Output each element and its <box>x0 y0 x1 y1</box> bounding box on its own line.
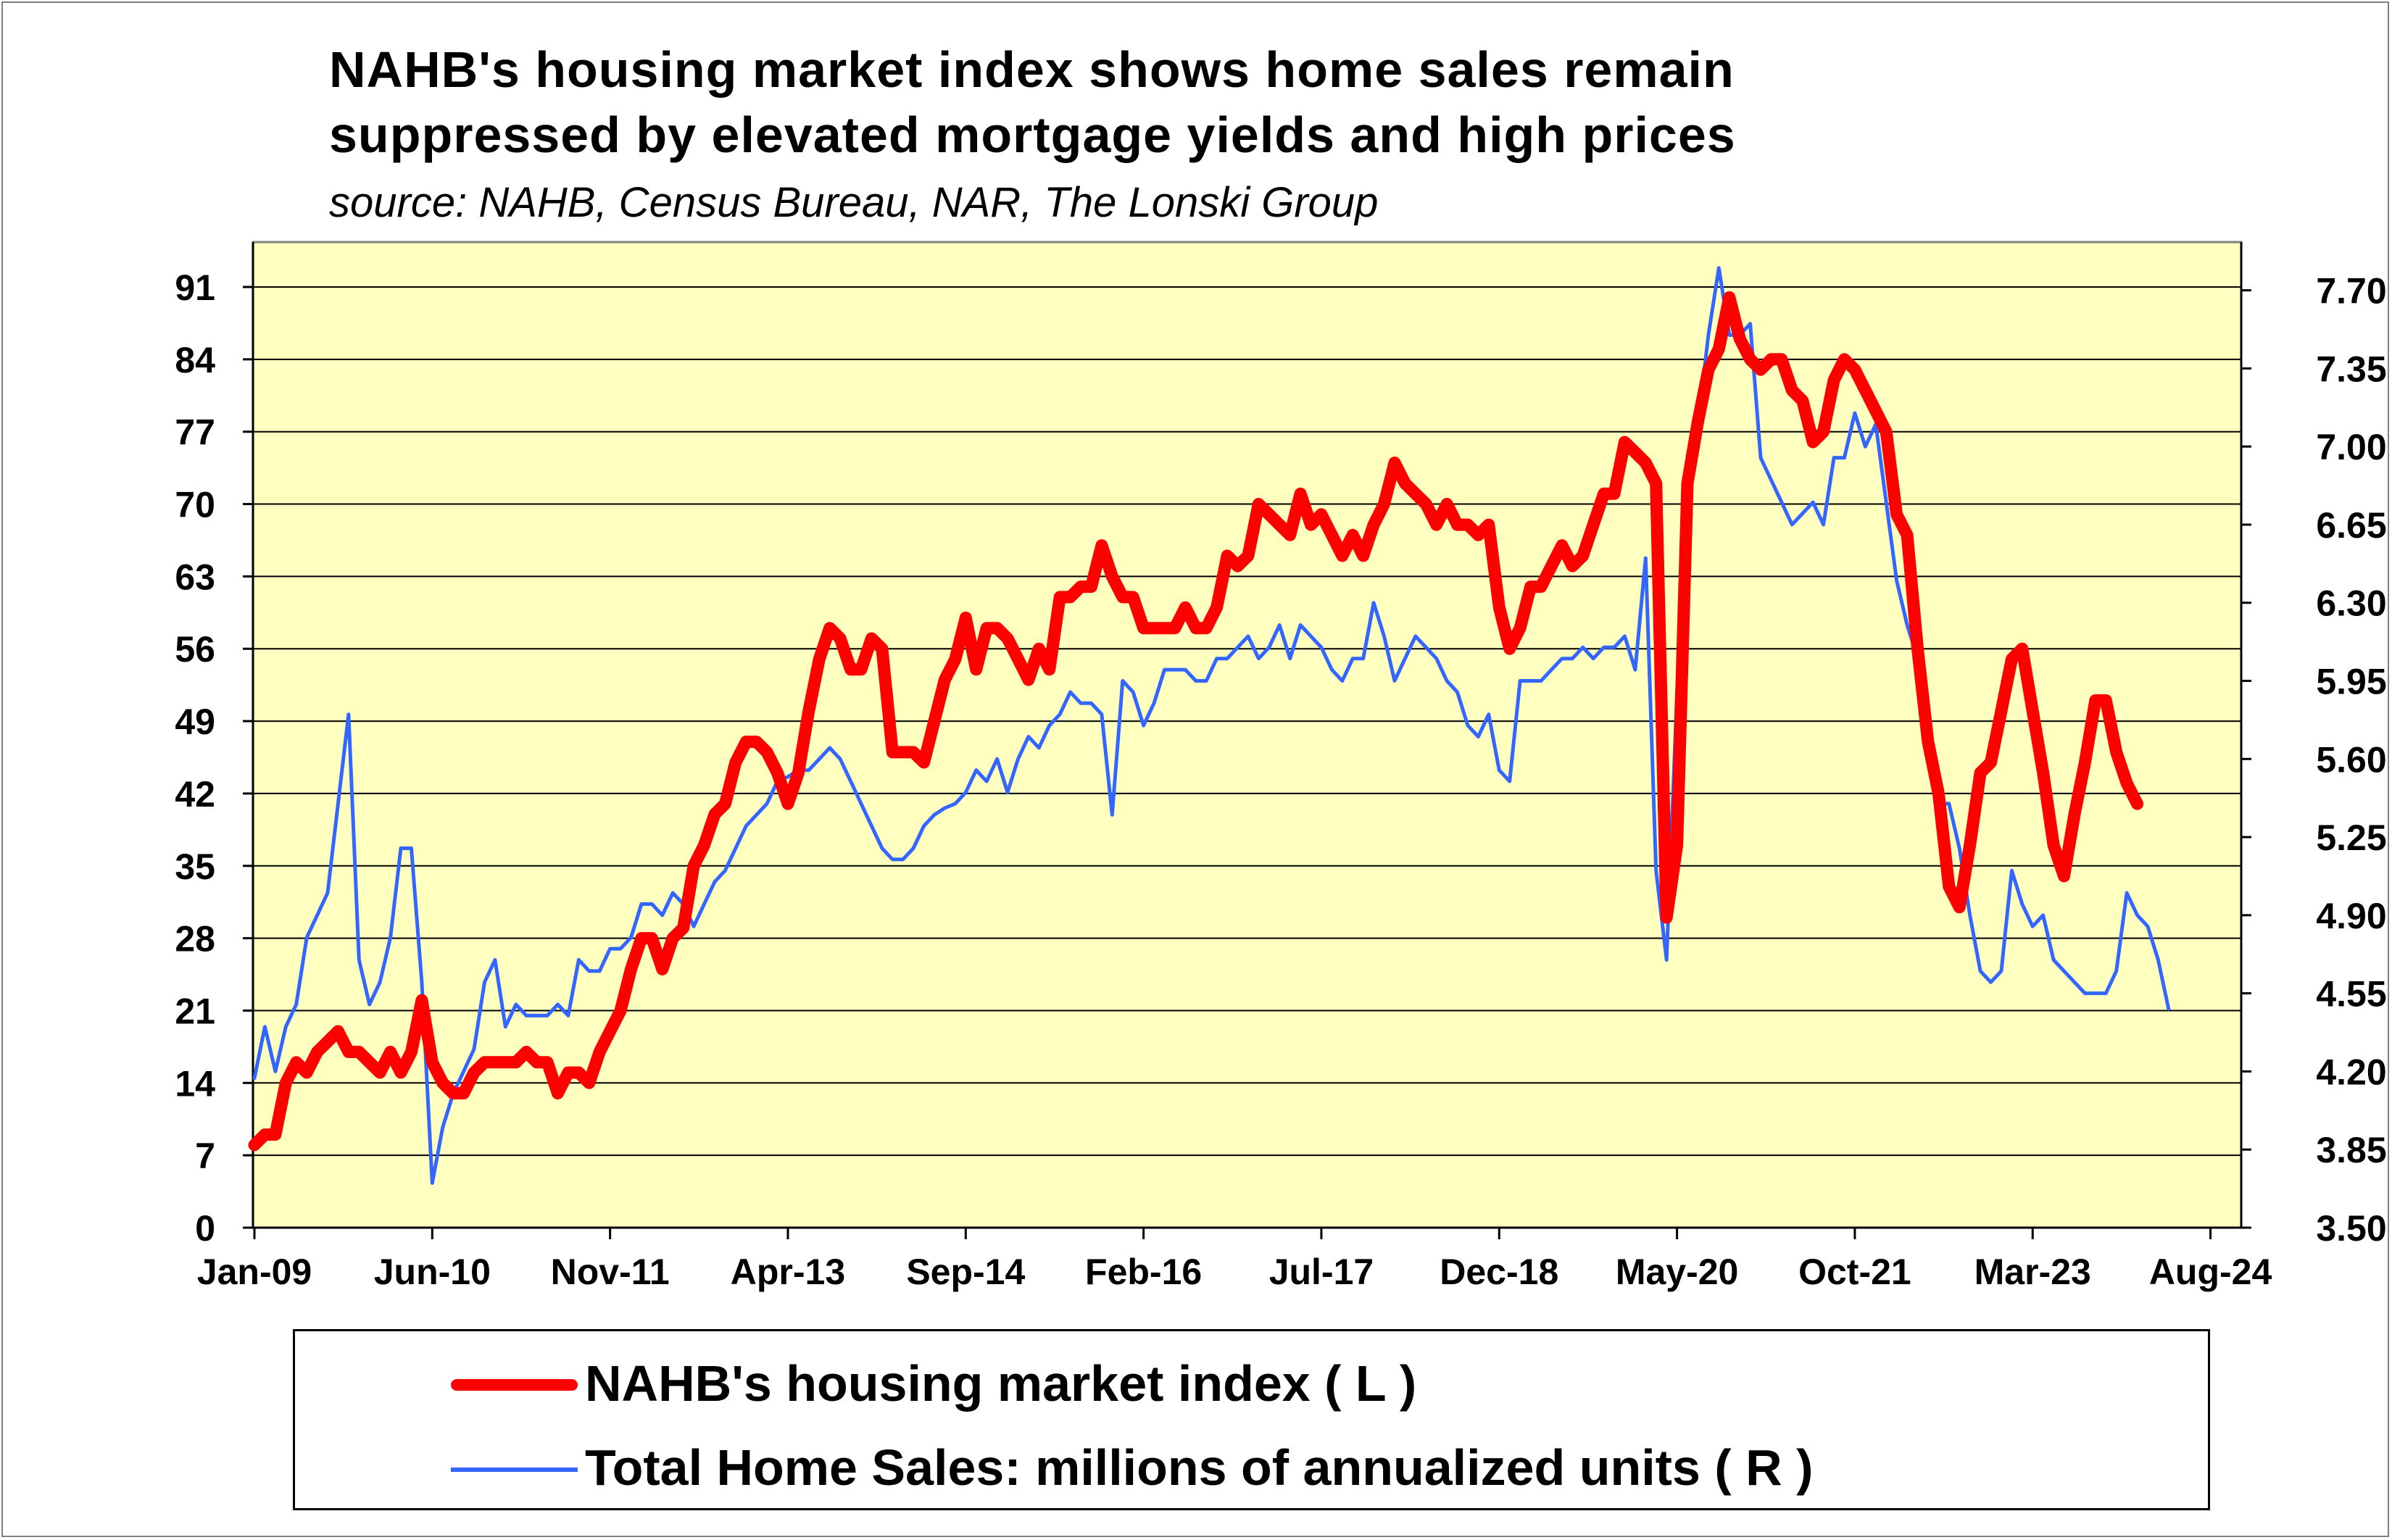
chart-title-line-1: NAHB's housing market index shows home s… <box>329 41 1735 98</box>
series-line-total-home-sales <box>252 266 2171 1185</box>
series-line-nahb-index <box>248 291 2144 1152</box>
left-tick-label: 14 <box>175 1063 215 1104</box>
x-tick-label: Jul-17 <box>1269 1252 1374 1292</box>
axes <box>252 242 2243 1229</box>
gridlines <box>253 286 2241 1157</box>
right-tick-label: 3.85 <box>2316 1130 2386 1170</box>
left-tick-label: 63 <box>175 557 215 597</box>
left-tick-label: 7 <box>195 1136 215 1176</box>
left-tick-label: 49 <box>175 702 215 742</box>
legend: NAHB's housing market index ( L ) Total … <box>293 1329 2210 1510</box>
right-tick-label: 4.20 <box>2316 1052 2386 1092</box>
right-tick-label: 6.65 <box>2316 505 2386 546</box>
left-tick-label: 21 <box>175 991 215 1031</box>
right-tick-label: 7.70 <box>2316 271 2386 312</box>
right-tick-label: 7.35 <box>2316 349 2386 389</box>
left-tick-label: 35 <box>175 846 215 887</box>
left-tick-label: 28 <box>175 919 215 960</box>
chart-subtitle: source: NAHB, Census Bureau, NAR, The Lo… <box>329 179 1379 226</box>
right-tick-label: 3.50 <box>2316 1208 2386 1249</box>
left-axis-ticks: 0 7 14 21 28 35 42 49 56 63 70 77 84 91 <box>175 267 253 1249</box>
right-tick-label: 4.90 <box>2316 896 2386 936</box>
x-tick-label: Nov-11 <box>551 1252 670 1292</box>
x-tick-label: Feb-16 <box>1085 1252 1202 1292</box>
x-tick-label: Sep-14 <box>906 1252 1025 1292</box>
left-tick-label: 70 <box>175 485 215 525</box>
x-tick-label: Apr-13 <box>731 1252 845 1292</box>
left-tick-label: 42 <box>175 774 215 815</box>
left-tick-label: 77 <box>175 412 215 453</box>
legend-swatch-nahb <box>451 1379 578 1391</box>
legend-entry-nahb: NAHB's housing market index ( L ) <box>295 1339 2208 1425</box>
right-tick-label: 4.55 <box>2316 974 2386 1015</box>
chart-title-line-2: suppressed by elevated mortgage yields a… <box>329 107 1736 163</box>
x-tick-label: Jun-10 <box>374 1252 491 1292</box>
right-tick-label: 5.25 <box>2316 817 2386 858</box>
series-layer <box>248 266 2171 1185</box>
right-tick-label: 7.00 <box>2316 427 2386 467</box>
legend-swatch-sales <box>451 1468 578 1472</box>
x-tick-label: Aug-24 <box>2149 1252 2272 1292</box>
x-axis-ticks: Jan-09 Jun-10 Nov-11 Apr-13 Sep-14 Feb-16 Jul-… <box>197 1228 2272 1292</box>
left-tick-label: 0 <box>195 1208 215 1249</box>
dual-axis-line-chart: 0 7 14 21 28 35 42 49 56 63 70 77 84 91 3.50 3.85 4.20 4… <box>175 241 2387 1292</box>
legend-label-sales: Total Home Sales: millions of annualized… <box>585 1439 1814 1496</box>
x-tick-label: Mar-23 <box>1974 1252 2091 1292</box>
x-tick-label: May-20 <box>1616 1252 1739 1292</box>
right-axis-ticks: 3.50 3.85 4.20 4.55 4.90 5.25 5.60 5.95 6.30 6.65… <box>2241 271 2387 1249</box>
legend-entry-sales: Total Home Sales: millions of annualized… <box>295 1425 2208 1512</box>
right-tick-label: 6.30 <box>2316 583 2386 624</box>
right-tick-label: 5.95 <box>2316 662 2386 702</box>
x-tick-label: Dec-18 <box>1440 1252 1558 1292</box>
x-tick-label: Jan-09 <box>197 1252 312 1292</box>
legend-label-nahb: NAHB's housing market index ( L ) <box>585 1355 1417 1412</box>
left-tick-label: 91 <box>175 267 215 308</box>
left-tick-label: 84 <box>175 340 215 380</box>
right-tick-label: 5.60 <box>2316 739 2386 780</box>
left-tick-label: 56 <box>175 629 215 670</box>
x-tick-label: Oct-21 <box>1798 1252 1911 1292</box>
